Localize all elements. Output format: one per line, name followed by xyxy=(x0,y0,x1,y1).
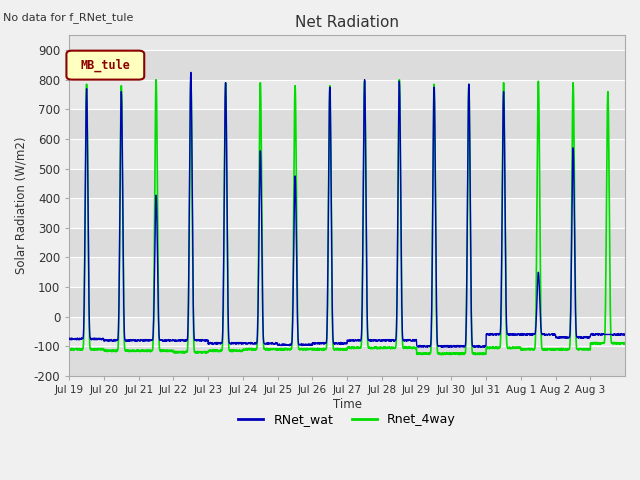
Bar xyxy=(69,257,625,287)
Bar xyxy=(69,228,625,257)
Bar xyxy=(69,168,625,198)
Bar xyxy=(69,198,625,228)
FancyBboxPatch shape xyxy=(67,51,144,80)
Rnet_4way xyxy=(547,347,554,352)
X-axis label: Time: Time xyxy=(333,398,362,411)
Legend: RNet_wat, Rnet_4way: RNet_wat, Rnet_4way xyxy=(234,408,461,431)
RNet_wat xyxy=(614,331,621,337)
Bar xyxy=(69,109,625,139)
Rnet_4way xyxy=(438,352,445,358)
Rnet_4way xyxy=(121,346,129,352)
Rnet_4way xyxy=(614,340,621,346)
Rnet_4way xyxy=(241,347,249,353)
Rnet_4way xyxy=(515,345,523,350)
Rnet_4way xyxy=(621,341,629,347)
RNet_wat xyxy=(381,338,388,344)
RNet_wat xyxy=(241,340,249,346)
Bar xyxy=(69,50,625,80)
RNet_wat xyxy=(515,331,523,337)
Y-axis label: Solar Radiation (W/m2): Solar Radiation (W/m2) xyxy=(15,137,28,275)
Text: No data for f_RNet_tule: No data for f_RNet_tule xyxy=(3,12,134,23)
Bar xyxy=(69,317,625,346)
Bar xyxy=(69,346,625,376)
RNet_wat xyxy=(65,336,73,342)
RNet_wat xyxy=(121,336,129,341)
RNet_wat xyxy=(440,344,448,350)
RNet_wat xyxy=(621,333,629,338)
Bar xyxy=(69,80,625,109)
Title: Net Radiation: Net Radiation xyxy=(295,15,399,30)
RNet_wat xyxy=(547,332,554,337)
RNet_wat xyxy=(187,70,195,75)
Text: MB_tule: MB_tule xyxy=(81,58,131,72)
Line: Rnet_4way: Rnet_4way xyxy=(69,80,625,355)
Line: RNet_wat: RNet_wat xyxy=(69,72,625,347)
Rnet_4way xyxy=(381,344,388,350)
Rnet_4way xyxy=(65,347,73,352)
Rnet_4way xyxy=(152,77,160,83)
Bar xyxy=(69,139,625,168)
Bar xyxy=(69,287,625,317)
